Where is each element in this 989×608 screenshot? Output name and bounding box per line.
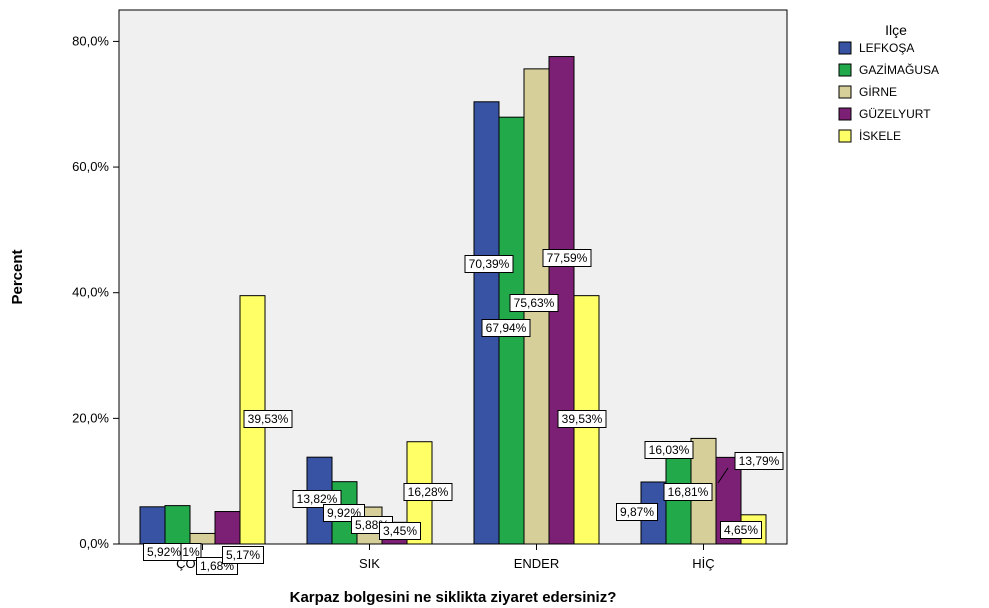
y-tick-label: 60,0% (72, 159, 109, 174)
legend-swatch (838, 107, 852, 121)
legend-label: GÜZELYURT (859, 107, 931, 121)
svg-text:70,39%: 70,39% (469, 257, 510, 271)
data-label: 5,17% (222, 546, 264, 564)
legend-swatch (838, 63, 852, 77)
legend-swatch (838, 41, 852, 55)
data-label: 70,39% (464, 255, 514, 273)
bar (139, 506, 166, 545)
svg-text:5,17%: 5,17% (226, 548, 260, 562)
svg-text:75,63%: 75,63% (514, 296, 555, 310)
data-label: 16,28% (403, 483, 453, 501)
legend-swatch (838, 129, 852, 143)
data-label: 4,65% (720, 521, 762, 539)
legend-label: GİRNE (859, 85, 897, 99)
label-leader-line (717, 467, 729, 484)
svg-text:1%: 1% (182, 545, 200, 559)
x-tick-label: SIK (359, 556, 380, 571)
y-tick-label: 40,0% (72, 285, 109, 300)
legend-label: İSKELE (859, 129, 901, 143)
svg-text:67,94%: 67,94% (486, 321, 527, 335)
svg-text:9,87%: 9,87% (620, 505, 654, 519)
data-label: 77,59% (542, 249, 592, 267)
data-labels: 5,92%13,82%70,39%9,87%1%9,92%67,94%16,03… (143, 249, 784, 575)
y-tick-label: 80,0% (72, 33, 109, 48)
svg-text:13,82%: 13,82% (297, 492, 338, 506)
data-label: 5,92% (143, 543, 185, 561)
x-axis-title: Karpaz bolgesini ne siklikta ziyaret ede… (290, 589, 617, 606)
data-label: 13,79% (734, 452, 784, 470)
legend-item: GAZİMAĞUSA (838, 62, 939, 77)
svg-text:5,92%: 5,92% (147, 545, 181, 559)
svg-text:77,59%: 77,59% (547, 251, 588, 265)
svg-text:39,53%: 39,53% (562, 412, 603, 426)
data-label: 39,53% (243, 410, 293, 428)
svg-text:39,53%: 39,53% (248, 412, 289, 426)
bar (214, 511, 241, 545)
legend-title: Ilçe (885, 22, 907, 38)
svg-text:16,81%: 16,81% (668, 485, 709, 499)
data-label: 67,94% (481, 319, 531, 337)
legend-item: GÜZELYURT (838, 107, 931, 121)
y-axis: 0,0% 20,0% 40,0% 60,0% 80,0% (72, 33, 119, 551)
legend-label: GAZİMAĞUSA (859, 62, 939, 77)
data-label: 3,45% (379, 522, 421, 540)
data-label: 13,82% (292, 490, 342, 508)
bar (164, 505, 191, 545)
svg-text:3,45%: 3,45% (383, 524, 417, 538)
data-label: 1% (180, 543, 202, 561)
legend: Ilçe LEFKOŞA GAZİMAĞUSA GİRNE GÜZELYURT İSKE… (838, 22, 939, 143)
y-tick-label: 20,0% (72, 410, 109, 425)
svg-text:4,65%: 4,65% (724, 523, 758, 537)
legend-swatch (838, 85, 852, 99)
data-label: 16,03% (644, 441, 694, 459)
data-label: 16,81% (663, 483, 713, 501)
y-tick-label: 0,0% (79, 536, 109, 551)
x-tick-label: HİÇ (692, 556, 714, 571)
data-label: 75,63% (509, 294, 559, 312)
data-label: 9,87% (616, 503, 658, 521)
legend-item: LEFKOŞA (838, 41, 914, 55)
legend-item: İSKELE (838, 129, 901, 143)
svg-text:16,28%: 16,28% (408, 485, 449, 499)
legend-item: GİRNE (838, 85, 897, 99)
bar (189, 532, 216, 545)
legend-label: LEFKOŞA (859, 41, 914, 55)
data-label: 39,53% (557, 410, 607, 428)
svg-text:16,03%: 16,03% (649, 443, 690, 457)
svg-text:13,79%: 13,79% (739, 454, 780, 468)
x-tick-label: ENDER (514, 556, 560, 571)
y-axis-title: Percent (9, 249, 26, 304)
